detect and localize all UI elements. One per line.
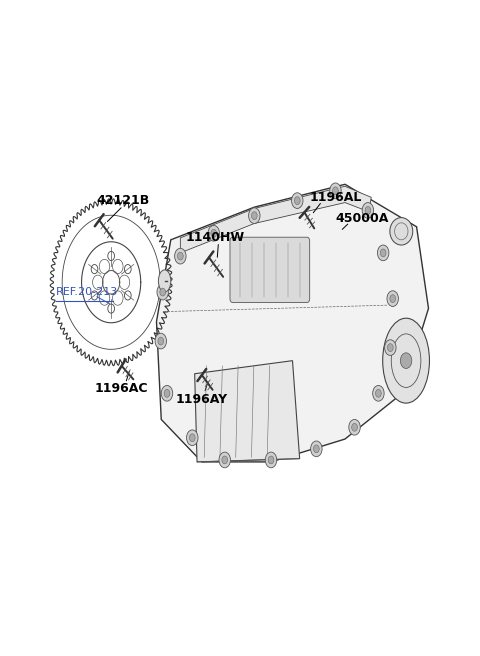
Circle shape xyxy=(387,344,393,352)
Circle shape xyxy=(333,187,338,195)
Circle shape xyxy=(390,295,396,302)
Circle shape xyxy=(268,456,274,464)
Circle shape xyxy=(384,340,396,356)
Circle shape xyxy=(190,434,195,441)
Circle shape xyxy=(365,207,371,215)
Circle shape xyxy=(372,386,384,401)
Ellipse shape xyxy=(383,318,430,403)
Circle shape xyxy=(222,456,228,464)
Circle shape xyxy=(294,197,300,205)
Circle shape xyxy=(362,203,373,218)
Circle shape xyxy=(208,226,219,241)
Text: 1196AY: 1196AY xyxy=(176,394,228,406)
Polygon shape xyxy=(180,186,371,253)
Text: 45000A: 45000A xyxy=(336,212,389,225)
Circle shape xyxy=(164,390,170,398)
Circle shape xyxy=(178,252,183,260)
Circle shape xyxy=(330,183,341,199)
FancyBboxPatch shape xyxy=(230,237,310,302)
Circle shape xyxy=(400,353,412,369)
Circle shape xyxy=(249,208,260,224)
Circle shape xyxy=(291,193,303,209)
Circle shape xyxy=(387,291,398,306)
Circle shape xyxy=(265,452,277,468)
Text: 1140HW: 1140HW xyxy=(185,232,244,244)
Polygon shape xyxy=(156,184,429,462)
Circle shape xyxy=(352,423,358,431)
Circle shape xyxy=(211,230,216,237)
Circle shape xyxy=(155,333,167,349)
Circle shape xyxy=(377,245,389,260)
Circle shape xyxy=(349,419,360,435)
Circle shape xyxy=(175,249,186,264)
Ellipse shape xyxy=(158,270,171,292)
Circle shape xyxy=(158,337,164,345)
Circle shape xyxy=(219,452,230,468)
Circle shape xyxy=(313,445,319,453)
Circle shape xyxy=(311,441,322,457)
Text: 1196AL: 1196AL xyxy=(309,191,361,204)
Text: 1196AC: 1196AC xyxy=(95,382,148,395)
Ellipse shape xyxy=(390,218,413,245)
Polygon shape xyxy=(195,361,300,462)
Circle shape xyxy=(252,212,257,220)
Circle shape xyxy=(157,284,168,300)
Circle shape xyxy=(161,386,173,401)
Circle shape xyxy=(160,288,166,296)
Text: REF.20-213: REF.20-213 xyxy=(56,287,119,297)
Circle shape xyxy=(375,390,381,398)
Text: 42121B: 42121B xyxy=(97,194,150,207)
Circle shape xyxy=(380,249,386,256)
Circle shape xyxy=(187,430,198,445)
